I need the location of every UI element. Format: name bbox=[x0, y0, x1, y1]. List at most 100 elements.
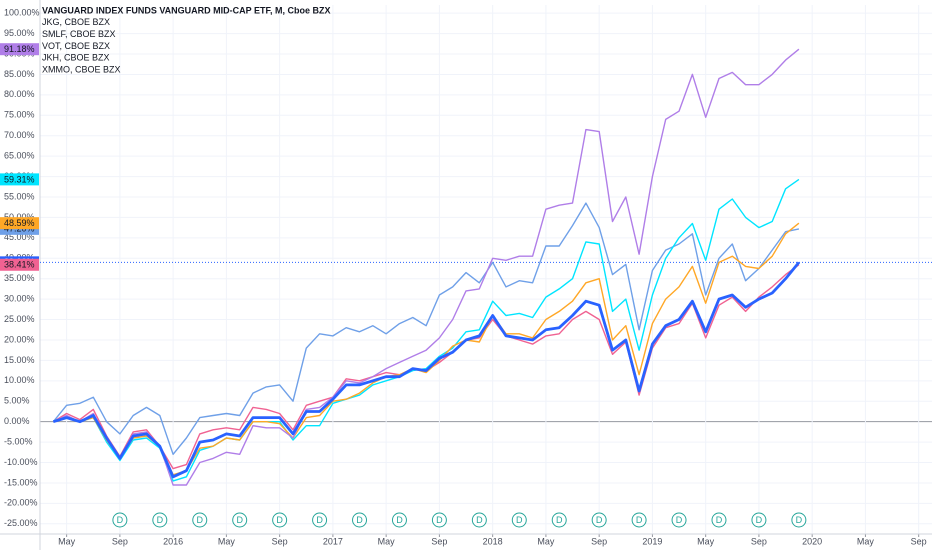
badge-box bbox=[0, 43, 39, 56]
dividend-label: D bbox=[476, 515, 483, 525]
y-tick-label: 65.00% bbox=[4, 151, 35, 161]
y-tick-label: 30.00% bbox=[4, 293, 35, 303]
dividend-label: D bbox=[756, 515, 763, 525]
y-tick-label: 75.00% bbox=[4, 110, 35, 120]
dividend-marker bbox=[232, 512, 248, 528]
dividend-label: D bbox=[157, 515, 164, 525]
dividend-label: D bbox=[716, 515, 723, 525]
dividend-marker bbox=[431, 512, 447, 528]
dividend-label: D bbox=[636, 515, 643, 525]
y-tick-label: -20.00% bbox=[4, 498, 38, 508]
dividend-marker bbox=[272, 512, 288, 528]
y-tick-label: 10.00% bbox=[4, 375, 35, 385]
x-tick-label: May bbox=[378, 536, 396, 546]
x-tick-label: Sep bbox=[911, 536, 927, 546]
legend-entry: JKG, CBOE BZX bbox=[42, 17, 110, 27]
y-tick-label: -10.00% bbox=[4, 457, 38, 467]
last-value-badge: 38.41% bbox=[0, 258, 39, 271]
dividend-marker bbox=[631, 512, 647, 528]
dividend-label: D bbox=[516, 515, 523, 525]
dividend-label: D bbox=[436, 515, 443, 525]
legend-entry: VANGUARD INDEX FUNDS VANGUARD MID-CAP ET… bbox=[42, 5, 331, 15]
badge-label: 48.59% bbox=[4, 218, 35, 228]
badge-box bbox=[0, 217, 39, 230]
dividend-marker bbox=[511, 512, 527, 528]
dividend-marker bbox=[391, 512, 407, 528]
dividend-label: D bbox=[197, 515, 204, 525]
y-tick-label: 55.00% bbox=[4, 191, 35, 201]
badge-label: 59.31% bbox=[4, 174, 35, 184]
dividend-label: D bbox=[356, 515, 363, 525]
x-tick-label: 2016 bbox=[163, 536, 183, 546]
dividend-label: D bbox=[236, 515, 243, 525]
dividend-label: D bbox=[796, 515, 803, 525]
x-tick-label: Sep bbox=[112, 536, 128, 546]
dividend-label: D bbox=[276, 515, 283, 525]
legend-entry: VOT, CBOE BZX bbox=[42, 41, 110, 51]
x-tick-label: Sep bbox=[272, 536, 288, 546]
y-tick-label: 25.00% bbox=[4, 314, 35, 324]
last-value-badge: 59.31% bbox=[0, 173, 39, 186]
badge-box bbox=[0, 258, 39, 271]
last-value-badge: 91.18% bbox=[0, 43, 39, 56]
x-tick-label: May bbox=[537, 536, 555, 546]
y-tick-label: 95.00% bbox=[4, 28, 35, 38]
y-tick-label: 5.00% bbox=[4, 396, 30, 406]
dividend-marker bbox=[352, 512, 368, 528]
dividend-marker bbox=[112, 512, 128, 528]
y-tick-label: 45.00% bbox=[4, 232, 35, 242]
y-tick-label: -15.00% bbox=[4, 477, 38, 487]
dividend-label: D bbox=[556, 515, 563, 525]
dividend-marker bbox=[471, 512, 487, 528]
dividend-marker bbox=[152, 512, 168, 528]
x-tick-label: Sep bbox=[751, 536, 767, 546]
x-tick-label: Sep bbox=[431, 536, 447, 546]
y-tick-label: 100.00% bbox=[4, 8, 40, 18]
series-line bbox=[52, 261, 800, 479]
y-tick-label: 0.00% bbox=[4, 416, 30, 426]
x-tick-label: May bbox=[58, 536, 76, 546]
x-tick-label: May bbox=[218, 536, 236, 546]
y-tick-label: 85.00% bbox=[4, 69, 35, 79]
dividend-marker bbox=[551, 512, 567, 528]
dividend-marker bbox=[192, 512, 208, 528]
dividend-label: D bbox=[316, 515, 323, 525]
badge-label: 91.18% bbox=[4, 44, 35, 54]
series-line bbox=[52, 264, 800, 470]
series-line bbox=[52, 202, 800, 455]
dividend-marker bbox=[591, 512, 607, 528]
dividend-marker bbox=[791, 512, 807, 528]
x-tick-label: 2017 bbox=[323, 536, 343, 546]
legend-entry: JKH, CBOE BZX bbox=[42, 53, 110, 63]
dividend-label: D bbox=[117, 515, 124, 525]
last-value-badge: 48.59% bbox=[0, 217, 39, 230]
dividend-marker bbox=[711, 512, 727, 528]
y-tick-label: 80.00% bbox=[4, 89, 35, 99]
x-tick-label: 2020 bbox=[802, 536, 822, 546]
y-tick-label: 35.00% bbox=[4, 273, 35, 283]
dividend-marker bbox=[671, 512, 687, 528]
y-tick-label: 20.00% bbox=[4, 334, 35, 344]
legend-entry: XMMO, CBOE BZX bbox=[42, 64, 121, 74]
x-tick-label: 2019 bbox=[642, 536, 662, 546]
y-tick-label: 15.00% bbox=[4, 355, 35, 365]
x-tick-label: May bbox=[697, 536, 715, 546]
dividend-marker bbox=[312, 512, 328, 528]
y-tick-label: -5.00% bbox=[4, 436, 33, 446]
series-line bbox=[53, 222, 800, 476]
y-tick-label: -25.00% bbox=[4, 518, 38, 528]
legend-entry: SMLF, CBOE BZX bbox=[42, 29, 116, 39]
x-tick-label: Sep bbox=[591, 536, 607, 546]
series-line bbox=[53, 48, 800, 486]
y-tick-label: 50.00% bbox=[4, 212, 35, 222]
badge-label: 38.41% bbox=[4, 260, 35, 270]
badge-box bbox=[0, 173, 39, 186]
x-tick-label: 2018 bbox=[483, 536, 503, 546]
dividend-label: D bbox=[596, 515, 603, 525]
dividend-marker bbox=[751, 512, 767, 528]
series-line bbox=[53, 178, 800, 482]
dividend-label: D bbox=[396, 515, 403, 525]
dividend-label: D bbox=[676, 515, 683, 525]
y-tick-label: 70.00% bbox=[4, 130, 35, 140]
